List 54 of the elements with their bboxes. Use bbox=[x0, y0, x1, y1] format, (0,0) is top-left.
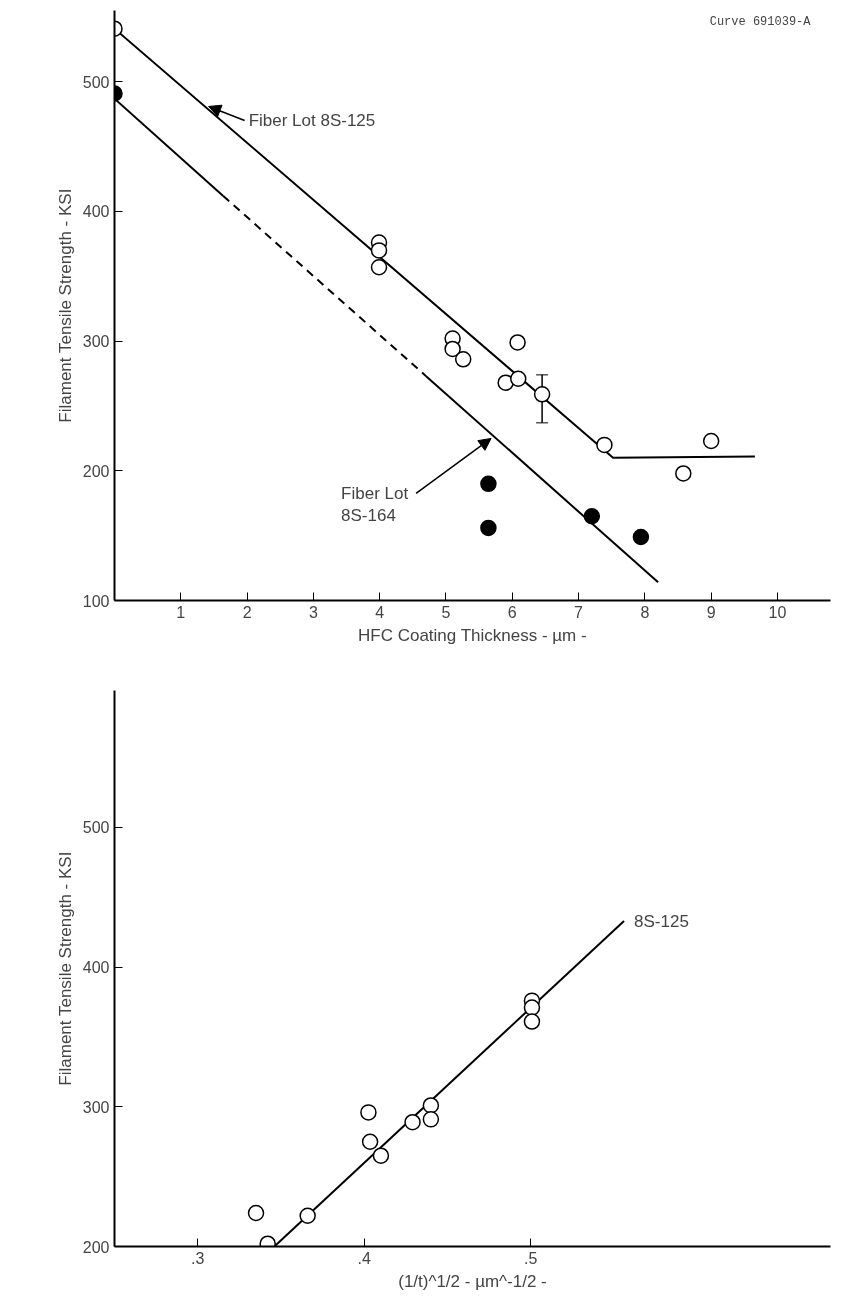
point bbox=[702, 432, 720, 450]
x-tick-label: 7 bbox=[574, 603, 584, 621]
x-tick-label: 9 bbox=[706, 603, 716, 621]
annotation: Curve 691039-A bbox=[709, 14, 812, 29]
y-tick-label: 500 bbox=[82, 819, 110, 837]
y-tick-label: 300 bbox=[82, 1098, 110, 1116]
y-tick-label: 300 bbox=[82, 333, 110, 351]
point bbox=[422, 1097, 440, 1114]
point bbox=[523, 999, 541, 1016]
x-tick-label: .4 bbox=[357, 1249, 372, 1267]
annotation: Fiber Lot 8S-164 bbox=[341, 483, 409, 525]
point bbox=[370, 242, 388, 259]
x-tick-label: 2 bbox=[242, 603, 252, 621]
point bbox=[444, 340, 461, 358]
x-tick-label: .5 bbox=[524, 1249, 538, 1267]
y-tick-label: 400 bbox=[82, 959, 110, 977]
annotation: Fiber Lot 8S-125 bbox=[248, 110, 376, 130]
point bbox=[299, 1207, 316, 1224]
point bbox=[404, 1113, 421, 1131]
point bbox=[596, 436, 613, 454]
y-axis-title: Filament Tensile Strength - KSI bbox=[55, 851, 75, 1086]
point bbox=[372, 1147, 390, 1164]
point bbox=[533, 386, 551, 403]
x-tick-label: 10 bbox=[768, 603, 787, 621]
x-axis-title: (1/t)^1/2 - µm^-1/2 - bbox=[398, 1271, 547, 1291]
point bbox=[360, 1104, 377, 1121]
point bbox=[509, 334, 526, 351]
y-tick-label: 100 bbox=[82, 592, 110, 610]
point bbox=[523, 1013, 541, 1030]
series-label: 8S-125 bbox=[634, 912, 689, 931]
point bbox=[675, 465, 692, 482]
y-tick-label: 500 bbox=[82, 73, 110, 91]
y-axis-title: Filament Tensile Strength - KSI bbox=[55, 188, 75, 423]
point bbox=[422, 1111, 440, 1128]
x-axis-title: HFC Coating Thickness - µm - bbox=[358, 625, 587, 645]
point bbox=[454, 351, 472, 368]
x-tick-label: .3 bbox=[191, 1249, 205, 1267]
x-tick-label: 8 bbox=[640, 603, 650, 621]
y-tick-label: 200 bbox=[82, 462, 110, 480]
point bbox=[583, 507, 601, 525]
x-tick-label: 1 bbox=[176, 603, 186, 621]
point bbox=[361, 1133, 379, 1150]
x-tick-label: 5 bbox=[441, 603, 451, 621]
point bbox=[480, 519, 497, 537]
x-tick-label: 4 bbox=[375, 603, 385, 621]
point bbox=[370, 259, 388, 276]
x-tick-label: 3 bbox=[308, 603, 318, 621]
point bbox=[632, 528, 650, 546]
point bbox=[247, 1204, 265, 1222]
point bbox=[480, 475, 497, 493]
y-tick-label: 200 bbox=[82, 1238, 110, 1256]
y-tick-label: 400 bbox=[82, 203, 110, 221]
x-tick-label: 6 bbox=[507, 603, 517, 621]
point bbox=[509, 370, 527, 387]
